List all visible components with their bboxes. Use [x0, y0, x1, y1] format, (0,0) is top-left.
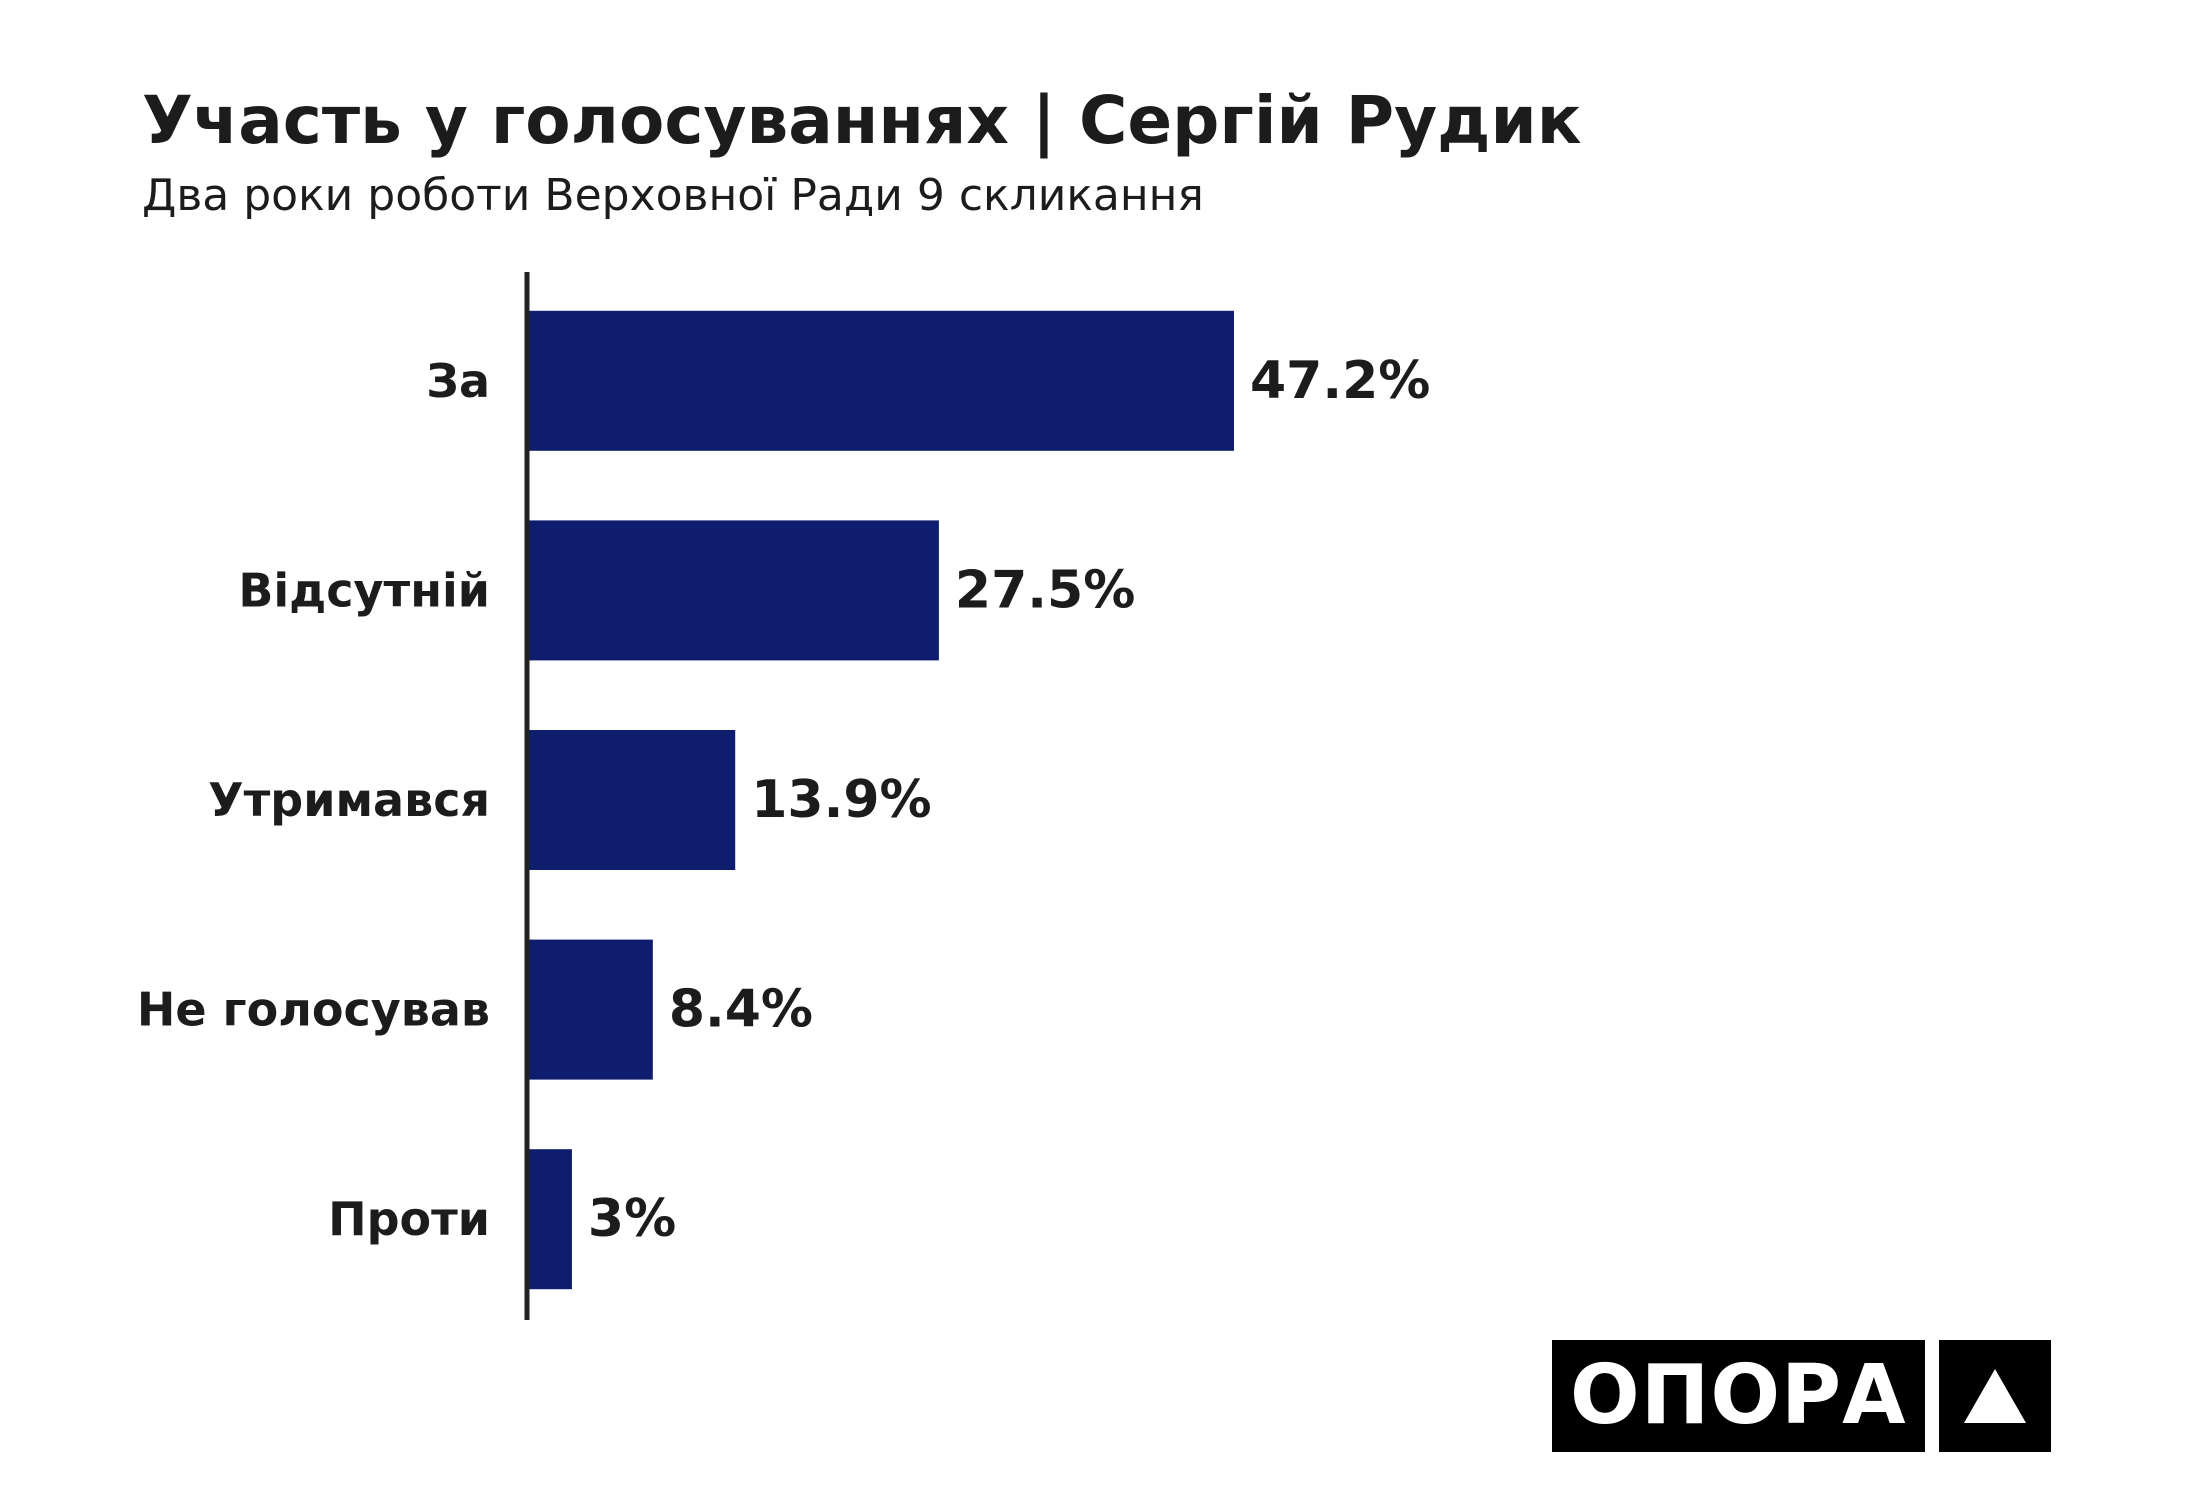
bars-layer: За 47.2% Відсутній 27.5% Утримався 13.9% Не го…: [137, 310, 1430, 1290]
bar-0: [527, 310, 1234, 451]
category-label-3: Не голосував: [137, 983, 490, 1037]
bar-2: [527, 730, 736, 870]
category-label-2: Утримався: [208, 773, 490, 827]
bar-4: [527, 1149, 572, 1290]
triangle-up-icon: [1938, 1340, 2051, 1452]
logo-wordmark: ОПОРА: [1552, 1340, 1925, 1452]
value-label-2: 13.9%: [751, 770, 931, 830]
bar-1: [527, 520, 939, 661]
category-label-4: Проти: [328, 1192, 490, 1246]
category-label-1: Відсутній: [238, 563, 490, 617]
opora-logo: ОПОРА: [1552, 1340, 2051, 1452]
chart-subtitle: Два роки роботи Верховної Ради 9 скликан…: [142, 170, 1204, 221]
chart-title: Участь у голосуваннях | Сергій Рудик: [142, 82, 1582, 159]
value-label-1: 27.5%: [955, 560, 1135, 620]
category-label-0: За: [426, 354, 490, 408]
value-label-0: 47.2%: [1250, 351, 1430, 411]
bar-3: [527, 939, 653, 1080]
value-label-3: 8.4%: [669, 980, 813, 1040]
value-label-4: 3%: [588, 1189, 676, 1249]
